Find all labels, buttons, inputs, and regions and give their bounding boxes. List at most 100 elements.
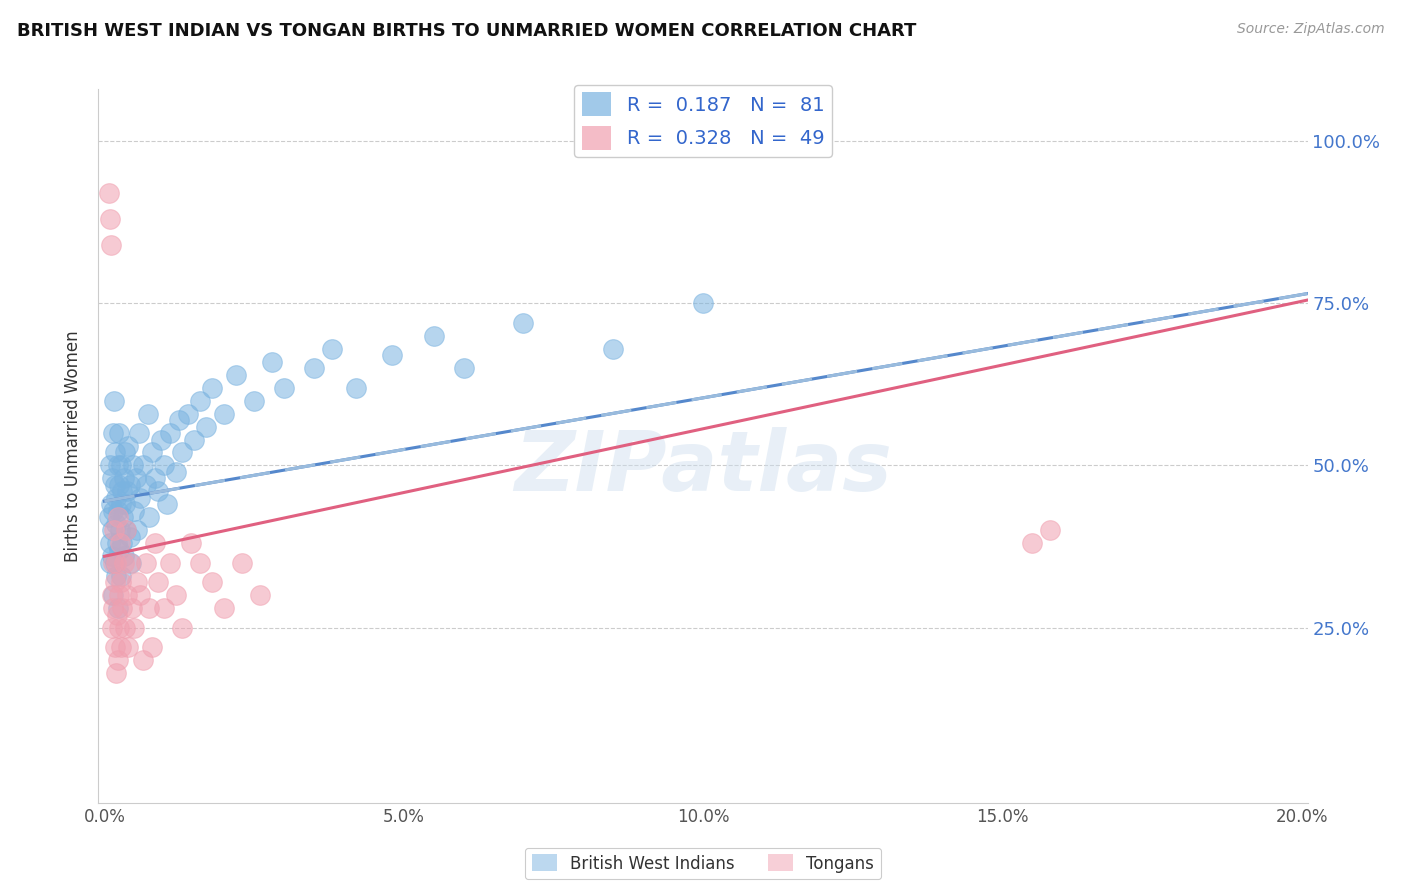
Point bbox=[107, 588, 129, 602]
Point bbox=[98, 536, 121, 550]
Point bbox=[100, 588, 122, 602]
Point bbox=[129, 588, 152, 602]
Point bbox=[115, 588, 138, 602]
Point bbox=[104, 445, 127, 459]
Point bbox=[321, 342, 343, 356]
Point bbox=[108, 542, 131, 557]
Point bbox=[108, 621, 131, 635]
Point bbox=[110, 575, 132, 590]
Point bbox=[188, 556, 211, 570]
Point bbox=[117, 640, 139, 654]
Point bbox=[249, 588, 271, 602]
Point bbox=[115, 524, 138, 538]
Point bbox=[180, 536, 202, 550]
Point bbox=[104, 666, 127, 681]
Point bbox=[212, 601, 235, 615]
Point bbox=[110, 458, 132, 473]
Point bbox=[243, 393, 266, 408]
Point bbox=[101, 556, 124, 570]
Point bbox=[153, 601, 176, 615]
Point bbox=[273, 381, 295, 395]
Point bbox=[138, 601, 160, 615]
Point bbox=[101, 621, 124, 635]
Point bbox=[107, 653, 129, 667]
Point bbox=[195, 419, 218, 434]
Point bbox=[98, 186, 121, 200]
Point bbox=[172, 445, 194, 459]
Point bbox=[107, 458, 129, 473]
Point bbox=[165, 588, 187, 602]
Point bbox=[120, 556, 142, 570]
Point bbox=[120, 478, 142, 492]
Point bbox=[212, 407, 235, 421]
Point bbox=[159, 425, 181, 440]
Point bbox=[512, 316, 534, 330]
Point bbox=[111, 601, 134, 615]
Point bbox=[111, 484, 134, 499]
Point bbox=[110, 568, 132, 582]
Point bbox=[105, 556, 128, 570]
Point bbox=[183, 433, 205, 447]
Point bbox=[107, 478, 129, 492]
Point bbox=[138, 510, 160, 524]
Point bbox=[101, 471, 124, 485]
Point bbox=[177, 407, 200, 421]
Point bbox=[141, 445, 163, 459]
Point bbox=[103, 524, 125, 538]
Point bbox=[132, 458, 155, 473]
Point bbox=[107, 510, 129, 524]
Point bbox=[148, 575, 170, 590]
Point bbox=[225, 368, 247, 382]
Point bbox=[136, 407, 159, 421]
Point bbox=[112, 556, 135, 570]
Point bbox=[201, 575, 224, 590]
Point bbox=[135, 478, 157, 492]
Point bbox=[110, 497, 132, 511]
Point bbox=[104, 575, 127, 590]
Point bbox=[107, 504, 129, 518]
Point bbox=[117, 439, 139, 453]
Point bbox=[1039, 524, 1062, 538]
Point bbox=[135, 556, 157, 570]
Point bbox=[105, 607, 128, 622]
Point bbox=[100, 458, 122, 473]
Point bbox=[105, 568, 128, 582]
Point bbox=[103, 588, 125, 602]
Point bbox=[148, 484, 170, 499]
Point bbox=[114, 445, 136, 459]
Point bbox=[172, 621, 194, 635]
Point bbox=[111, 536, 134, 550]
Point bbox=[103, 478, 125, 492]
Point bbox=[103, 504, 125, 518]
Point bbox=[201, 381, 224, 395]
Point bbox=[100, 524, 122, 538]
Point bbox=[188, 393, 211, 408]
Point bbox=[344, 381, 367, 395]
Point bbox=[118, 530, 141, 544]
Point bbox=[105, 536, 128, 550]
Point bbox=[112, 549, 135, 564]
Point bbox=[103, 640, 125, 654]
Point bbox=[100, 556, 122, 570]
Point bbox=[127, 524, 149, 538]
Text: Source: ZipAtlas.com: Source: ZipAtlas.com bbox=[1237, 22, 1385, 37]
Point bbox=[121, 601, 143, 615]
Point bbox=[103, 393, 125, 408]
Point bbox=[108, 536, 131, 550]
Legend: R =  0.187   N =  81, R =  0.328   N =  49: R = 0.187 N = 81, R = 0.328 N = 49 bbox=[574, 85, 832, 157]
Point bbox=[120, 556, 142, 570]
Point bbox=[150, 433, 173, 447]
Point bbox=[104, 516, 127, 531]
Point bbox=[453, 361, 475, 376]
Point bbox=[381, 348, 404, 362]
Point bbox=[100, 211, 122, 226]
Point bbox=[105, 491, 128, 505]
Point bbox=[114, 497, 136, 511]
Point bbox=[103, 601, 125, 615]
Point bbox=[132, 653, 155, 667]
Point bbox=[143, 536, 166, 550]
Point bbox=[165, 465, 187, 479]
Point bbox=[101, 425, 124, 440]
Point bbox=[101, 549, 124, 564]
Point bbox=[602, 342, 624, 356]
